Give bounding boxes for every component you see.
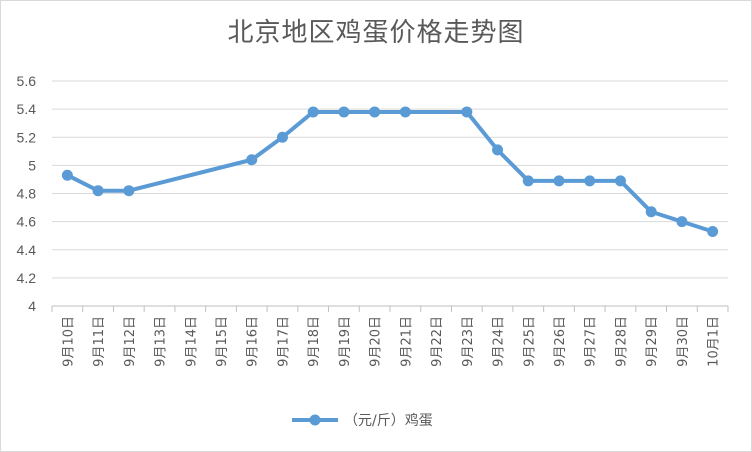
data-point (92, 185, 104, 197)
x-tick-label: 9月14日 (184, 316, 199, 367)
y-tick-label: 5.2 (17, 129, 37, 145)
y-axis-ticks: 4 4.2 4.4 4.6 4.8 5 5.2 5.4 5.6 (17, 73, 37, 314)
x-tick-label: 9月30日 (676, 316, 691, 367)
x-axis-ticks: 9月10日 9月11日 9月12日 9月13日 9月14日 9月15日 9月16日 9月17日… (61, 316, 721, 367)
x-axis (51, 305, 729, 312)
data-point (707, 225, 719, 237)
y-tick-label: 4.8 (17, 186, 37, 202)
x-tick-label: 9月25日 (522, 316, 537, 367)
x-tick-label: 9月27日 (584, 316, 599, 367)
data-point (461, 106, 473, 118)
y-tick-label: 4 (28, 298, 36, 314)
data-point (307, 106, 319, 118)
x-tick-label: 9月21日 (399, 316, 414, 367)
data-point (553, 175, 565, 187)
data-point (369, 106, 381, 118)
x-tick-label: 9月28日 (614, 316, 629, 367)
data-point (645, 206, 657, 218)
x-tick-label: 9月10日 (61, 316, 76, 367)
x-tick-label: 9月18日 (307, 316, 322, 367)
x-tick-label: 9月17日 (276, 316, 291, 367)
data-point (676, 216, 688, 228)
x-tick-label: 9月12日 (123, 316, 138, 367)
data-point (61, 169, 73, 181)
y-tick-label: 4.6 (17, 214, 37, 230)
x-tick-label: 9月23日 (461, 316, 476, 367)
data-point (522, 175, 534, 187)
x-tick-label: 9月19日 (338, 316, 353, 367)
x-tick-label: 9月24日 (492, 316, 507, 367)
legend-marker-swatch (309, 414, 321, 426)
x-tick-label: 9月11日 (92, 316, 107, 367)
y-tick-label: 5.4 (17, 101, 37, 117)
x-tick-label: 9月29日 (645, 316, 660, 367)
data-point (399, 106, 411, 118)
y-tick-label: 4.4 (17, 242, 37, 258)
series-line (65, 109, 715, 234)
x-tick-label: 9月22日 (430, 316, 445, 367)
data-point (123, 185, 135, 197)
x-tick-label: 9月13日 (154, 316, 169, 367)
series-group (61, 106, 719, 237)
x-tick-label: 9月20日 (369, 316, 384, 367)
data-point (276, 131, 288, 143)
data-point (338, 106, 350, 118)
legend-label: （元/斤）鸡蛋 (344, 412, 433, 429)
data-point (584, 175, 596, 187)
data-point (614, 175, 626, 187)
x-tick-label: 9月16日 (246, 316, 261, 367)
x-tick-label: 9月15日 (215, 316, 230, 367)
gridlines (52, 80, 728, 279)
data-point (246, 154, 258, 166)
y-tick-label: 5.6 (17, 73, 37, 89)
y-tick-label: 4.2 (17, 270, 37, 286)
chart-title: 北京地区鸡蛋价格走势图 (227, 18, 525, 48)
x-tick-label: 9月26日 (553, 316, 568, 367)
legend: （元/斤）鸡蛋 (292, 412, 433, 429)
y-tick-label: 5 (28, 157, 36, 173)
x-tick-label: 10月1日 (707, 316, 722, 367)
data-point (492, 144, 504, 156)
